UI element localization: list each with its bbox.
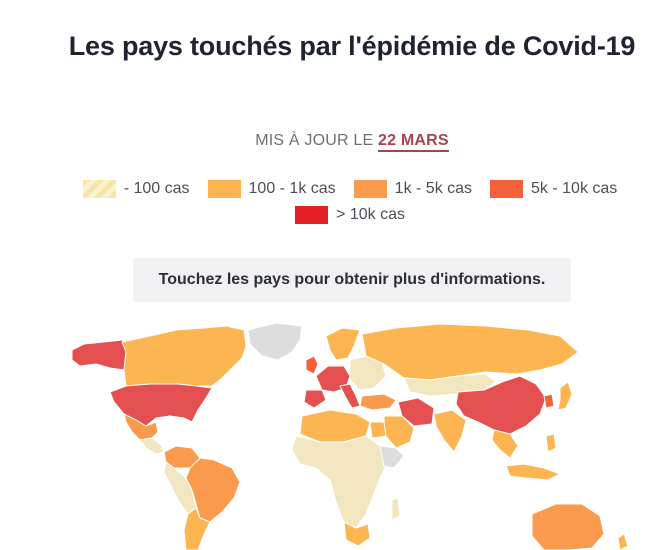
legend-item-over-10k: > 10k cas [295, 206, 405, 224]
instruction-box: Touchez les pays pour obtenir plus d'inf… [133, 258, 571, 302]
country-india[interactable] [433, 409, 467, 453]
legend-label: 1k - 5k cas [394, 180, 473, 197]
legend-label: > 10k cas [336, 206, 405, 223]
legend: - 100 cas 100 - 1k cas 1k - 5k cas 5k - … [70, 180, 630, 224]
legend-swatch-over-10k [295, 206, 329, 224]
legend-label: - 100 cas [123, 180, 190, 197]
legend-label: 100 - 1k cas [248, 180, 336, 197]
world-map[interactable] [0, 318, 672, 550]
page-title: Les pays touchés par l'épidémie de Covid… [68, 31, 636, 61]
country-japan[interactable] [557, 381, 573, 411]
country-uk[interactable] [305, 355, 319, 375]
country-egypt[interactable] [369, 421, 387, 439]
country-turkey[interactable] [359, 393, 397, 411]
country-spain[interactable] [303, 389, 327, 409]
country-canada[interactable] [121, 325, 247, 387]
country-china[interactable] [455, 375, 547, 435]
legend-item-100-1k: 100 - 1k cas [207, 180, 336, 198]
update-date-link[interactable]: 22 MARS [378, 132, 449, 152]
country-argentina[interactable] [183, 507, 211, 550]
update-prefix: MIS À JOUR LE [255, 132, 374, 149]
legend-swatch-1k-5k [353, 180, 387, 198]
country-southeast-asia[interactable] [491, 429, 519, 459]
country-north-africa[interactable] [299, 409, 371, 443]
country-greenland[interactable] [247, 322, 303, 361]
country-east-africa[interactable] [379, 445, 405, 469]
country-south-africa[interactable] [343, 521, 371, 547]
legend-swatch-5k-10k [490, 180, 524, 198]
country-south-korea[interactable] [543, 393, 555, 409]
legend-swatch-under-100 [82, 180, 116, 198]
country-philippines[interactable] [545, 433, 557, 453]
country-russia[interactable] [361, 323, 579, 381]
update-line: MIS À JOUR LE 22 MARS [0, 132, 672, 152]
country-central-america[interactable] [139, 437, 165, 455]
country-australia[interactable] [531, 503, 605, 550]
country-usa[interactable] [109, 383, 213, 427]
country-scandinavia[interactable] [325, 327, 361, 361]
legend-item-1k-5k: 1k - 5k cas [353, 180, 473, 198]
country-mexico[interactable] [123, 413, 159, 441]
country-new-zealand[interactable] [617, 533, 629, 550]
country-brazil[interactable] [185, 457, 241, 523]
country-indonesia[interactable] [505, 463, 561, 481]
country-west-africa[interactable] [291, 435, 391, 529]
legend-label: 5k - 10k cas [531, 180, 618, 197]
legend-swatch-100-1k [207, 180, 241, 198]
legend-item-5k-10k: 5k - 10k cas [490, 180, 617, 198]
country-madagascar[interactable] [391, 497, 401, 521]
legend-item-under-100: - 100 cas [82, 180, 190, 198]
